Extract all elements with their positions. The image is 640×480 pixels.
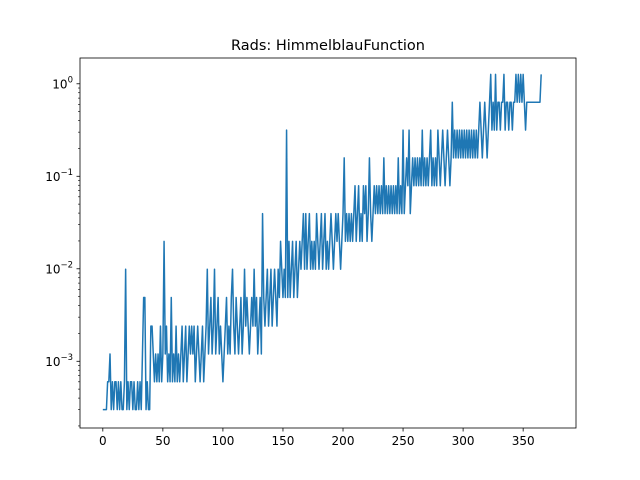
x-tick-label: 50: [155, 434, 170, 448]
y-tick-base: 10: [45, 262, 60, 276]
axes-frame: [79, 57, 577, 429]
y-tick-label: 10−3: [45, 353, 73, 369]
x-tick-label: 350: [512, 434, 535, 448]
plot-area: [79, 57, 577, 429]
x-axis: 0 50 100 150 200 250 300 350: [99, 428, 535, 448]
x-tick-label: 300: [452, 434, 475, 448]
y-tick-label: 10−2: [45, 260, 73, 276]
chart-title: Rads: HimmelblauFunction: [231, 38, 425, 54]
y-tick-exponent: −3: [60, 353, 73, 363]
x-tick-label: 100: [211, 434, 234, 448]
x-tick-label: 200: [332, 434, 355, 448]
y-tick-label: 100: [52, 75, 73, 91]
y-tick-exponent: −2: [60, 260, 73, 270]
y-tick-exponent: −1: [60, 168, 73, 178]
series-line: [102, 73, 542, 411]
series-group: [102, 73, 542, 411]
x-tick-label: 250: [392, 434, 415, 448]
x-tick-label: 150: [272, 434, 295, 448]
y-tick-base: 10: [45, 355, 60, 369]
y-tick-base: 10: [52, 77, 67, 91]
y-tick-exponent: 0: [68, 75, 73, 85]
y-tick-label: 10−1: [45, 168, 73, 184]
y-tick-base: 10: [45, 170, 60, 184]
x-tick-label: 0: [99, 434, 107, 448]
